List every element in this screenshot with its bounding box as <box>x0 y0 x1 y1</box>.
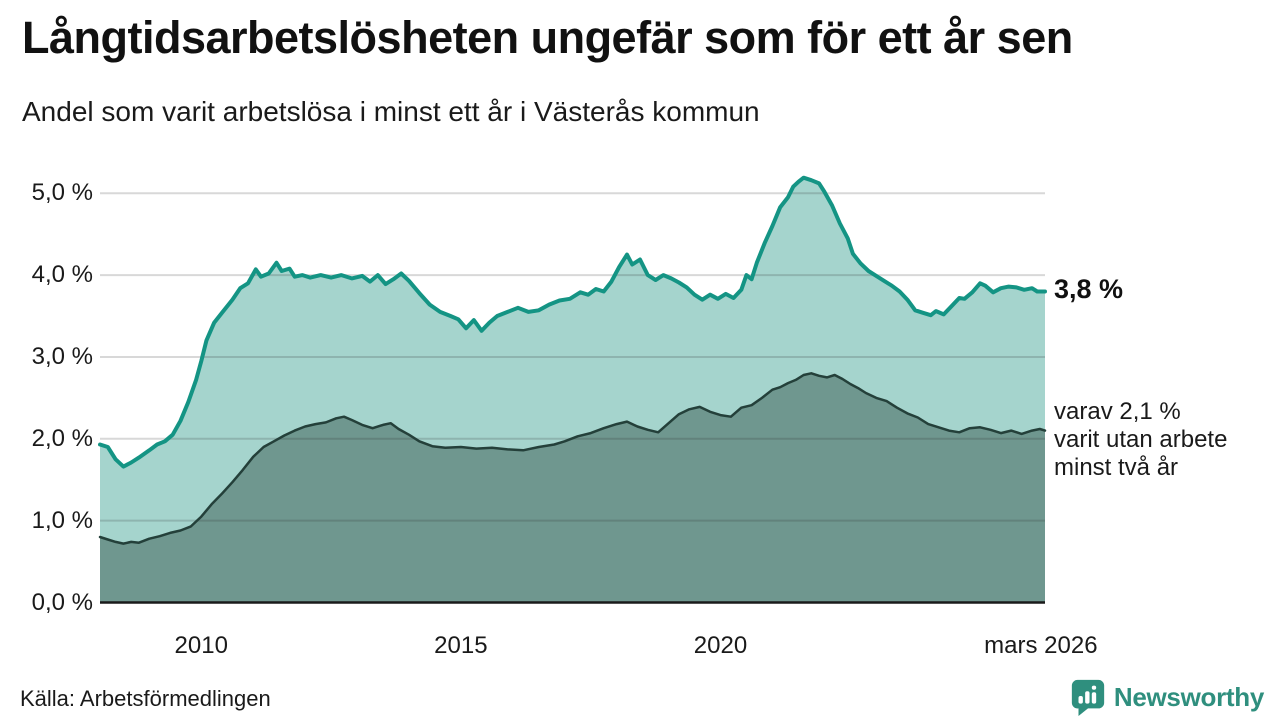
y-axis-tick-label: 2,0 % <box>31 424 93 452</box>
y-axis-tick-label: 3,0 % <box>31 342 93 370</box>
latest-value-label: 3,8 % <box>1054 274 1124 305</box>
line-total <box>98 175 1047 469</box>
page-title: Långtidsarbetslösheten ungefär som för e… <box>22 12 1073 63</box>
y-axis-tick-label: 0,0 % <box>31 588 93 616</box>
annotation-line-3: minst två år <box>1054 453 1179 481</box>
x-axis-tick-label: 2010 <box>174 632 228 659</box>
line-two-years <box>98 372 1047 545</box>
newsworthy-logo-icon <box>1071 679 1104 716</box>
annotation-line-1: varav 2,1 % <box>1054 397 1181 425</box>
chart-subtitle: Andel som varit arbetslösa i minst ett å… <box>22 96 760 127</box>
two-year-share-annotation: varav 2,1 % varit utan arbete minst två … <box>1054 398 1227 482</box>
y-axis-tick-label: 1,0 % <box>31 506 93 534</box>
source-note: Källa: Arbetsförmedlingen <box>20 686 271 711</box>
x-axis-tick-label: 2020 <box>693 632 748 659</box>
x-axis-tick-label: mars 2026 <box>984 632 1098 659</box>
newsworthy-wordmark: Newsworthy <box>1113 681 1264 712</box>
y-axis-tick-label: 5,0 % <box>31 179 93 207</box>
annotation-line-2: varit utan arbete <box>1054 425 1228 453</box>
newsworthy-logo: Newsworthy <box>1069 677 1264 717</box>
area-fill-two-years <box>100 373 1045 603</box>
x-axis-tick-label: 2015 <box>434 632 488 659</box>
y-axis-tick-label: 4,0 % <box>31 261 93 289</box>
